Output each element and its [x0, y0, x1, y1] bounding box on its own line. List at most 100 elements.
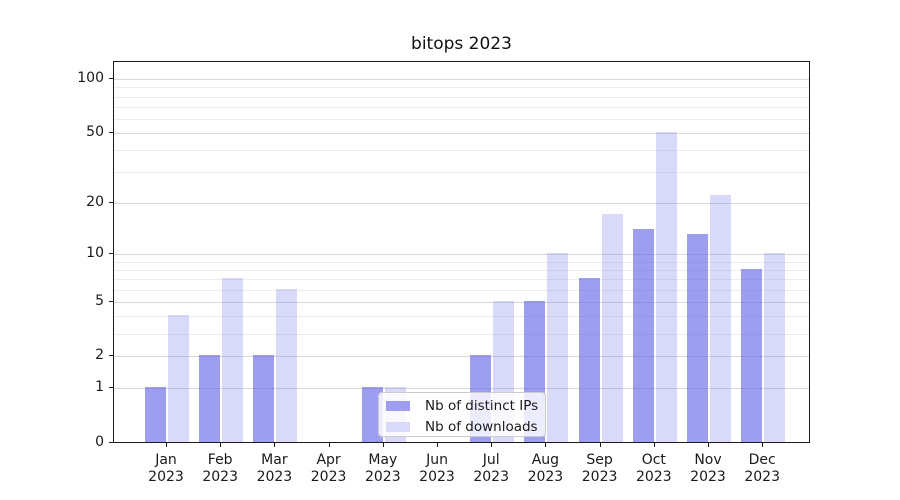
month-year: 2023 — [473, 469, 509, 485]
ytick-label-20: 20 — [86, 194, 104, 210]
legend-row-downloads: Nb of downloads — [379, 417, 545, 437]
xtick-label-aug: Aug 2023 — [513, 452, 577, 486]
bar-downloads-dec — [764, 253, 786, 442]
bar-ips-may — [361, 387, 383, 442]
gridline-100 — [114, 79, 809, 81]
gridline-minor-7 — [114, 279, 809, 281]
xtick-label-may: May 2023 — [351, 452, 415, 486]
xtick-mark-jan — [166, 443, 167, 447]
gridline-minor-40 — [114, 150, 809, 152]
month-name: Mar — [261, 452, 288, 468]
xtick-mark-nov — [708, 443, 709, 447]
bar-ips-nov — [687, 234, 708, 442]
bar-ips-mar — [253, 355, 275, 442]
bar-downloads-nov — [710, 194, 731, 442]
gridline-50 — [114, 133, 809, 135]
gridline-minor-6 — [114, 289, 809, 291]
month-year: 2023 — [202, 469, 238, 485]
bar-downloads-sep — [601, 214, 623, 442]
month-name: Nov — [694, 452, 722, 468]
legend: Nb of distinct IPs Nb of downloads — [378, 392, 546, 437]
bar-downloads-oct — [655, 132, 677, 442]
ytick-mark-0 — [109, 442, 113, 443]
ytick-mark-1 — [109, 387, 113, 389]
xtick-mark-sep — [599, 443, 601, 447]
gridline-1 — [114, 388, 809, 390]
ytick-mark-100 — [109, 78, 113, 80]
month-name: Oct — [641, 452, 666, 468]
bar-ips-jan — [145, 387, 166, 442]
bar-ips-dec — [741, 268, 763, 442]
xtick-label-jun: Jun 2023 — [405, 452, 469, 486]
chart-title: bitops 2023 — [411, 34, 512, 54]
xtick-label-jul: Jul 2023 — [459, 452, 523, 486]
ytick-mark-20 — [109, 202, 113, 203]
xtick-label-nov: Nov 2023 — [676, 452, 740, 486]
gridline-minor-4 — [114, 316, 809, 318]
ytick-label-2: 2 — [95, 347, 104, 364]
xtick-mark-dec — [762, 443, 764, 447]
xtick-label-feb: Feb 2023 — [188, 452, 252, 486]
ytick-mark-2 — [109, 355, 113, 357]
legend-swatch-distinct-ips — [386, 401, 410, 411]
xtick-label-oct: Oct 2023 — [622, 452, 686, 486]
month-year: 2023 — [635, 469, 672, 485]
plot-area: Nb of distinct IPs Nb of downloads — [113, 61, 810, 443]
gridline-minor-3 — [114, 333, 809, 335]
month-name: Sep — [586, 452, 613, 468]
xtick-mark-jul — [491, 443, 493, 447]
month-name: Aug — [531, 452, 560, 468]
bar-ips-sep — [578, 278, 600, 442]
ytick-mark-10 — [109, 253, 113, 254]
month-name: Jun — [426, 452, 448, 468]
legend-label-distinct-ips: Nb of distinct IPs — [425, 398, 539, 414]
month-year: 2023 — [581, 469, 618, 485]
bar-downloads-jan — [168, 315, 189, 442]
ytick-label-0: 0 — [95, 434, 104, 450]
xtick-label-sep: Sep 2023 — [568, 452, 632, 486]
legend-row-distinct-ips: Nb of distinct IPs — [379, 396, 545, 416]
gridline-10 — [114, 254, 809, 255]
legend-swatch-downloads — [386, 422, 410, 432]
month-name: Dec — [748, 452, 776, 468]
xtick-mark-jun — [437, 443, 438, 447]
xtick-mark-oct — [653, 443, 655, 447]
month-year: 2023 — [419, 469, 455, 485]
month-name: Jul — [482, 452, 500, 468]
bar-downloads-feb — [222, 278, 244, 442]
xtick-mark-may — [382, 443, 384, 447]
gridline-20 — [114, 203, 809, 204]
gridline-minor-70 — [114, 107, 809, 108]
gridline-2 — [114, 356, 809, 358]
xtick-label-dec: Dec 2023 — [730, 452, 794, 486]
month-year: 2023 — [527, 469, 564, 485]
gridline-minor-80 — [114, 96, 809, 98]
gridline-minor-90 — [114, 87, 809, 89]
xtick-label-jan: Jan 2023 — [134, 452, 198, 486]
ytick-mark-5 — [109, 300, 113, 302]
bar-downloads-mar — [276, 288, 298, 442]
month-name: Jan — [155, 452, 177, 468]
xtick-mark-apr — [328, 443, 330, 447]
month-year: 2023 — [310, 469, 347, 485]
gridline-minor-60 — [114, 119, 809, 120]
ytick-label-1: 1 — [95, 379, 104, 396]
bar-ips-feb — [199, 355, 221, 442]
xtick-label-apr: Apr 2023 — [297, 452, 361, 486]
gridline-5 — [114, 301, 809, 303]
ytick-label-50: 50 — [86, 124, 104, 141]
xtick-mark-aug — [545, 443, 547, 447]
ytick-label-10: 10 — [86, 245, 104, 261]
ytick-label-100: 100 — [77, 70, 104, 87]
ytick-label-5: 5 — [95, 292, 104, 309]
gridline-minor-9 — [114, 261, 809, 263]
month-year: 2023 — [256, 469, 293, 485]
xtick-label-mar: Mar 2023 — [242, 452, 306, 486]
month-year: 2023 — [148, 469, 184, 485]
month-year: 2023 — [364, 469, 401, 485]
xtick-mark-mar — [274, 443, 276, 447]
gridline-minor-8 — [114, 269, 809, 271]
xtick-mark-feb — [220, 443, 222, 447]
bar-downloads-aug — [547, 253, 569, 442]
